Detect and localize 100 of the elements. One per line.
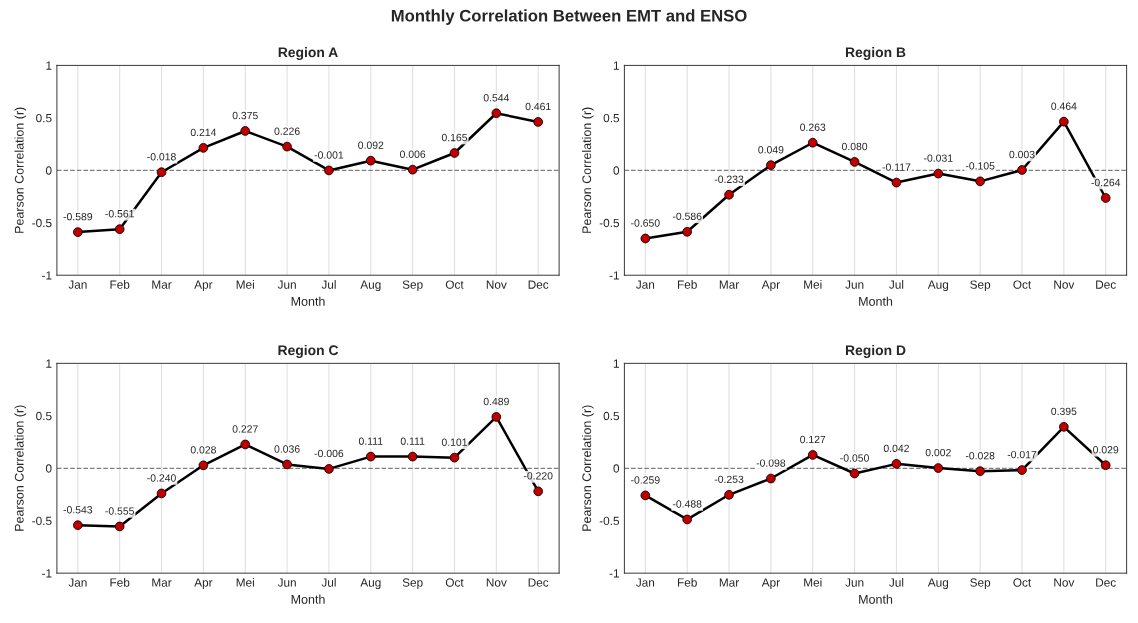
y-tick-label: -0.5 — [32, 516, 52, 526]
data-label: 0.111 — [400, 437, 425, 445]
x-tick-label: Feb — [110, 578, 130, 587]
x-tick-label: Apr — [194, 280, 213, 292]
x-tick-label: Oct — [1013, 578, 1032, 587]
data-label: -0.543 — [63, 506, 93, 514]
x-tick-label: Nov — [486, 578, 507, 587]
data-label: -0.028 — [965, 452, 995, 460]
text: Monthly Correlation Between EMT and ENSO — [391, 9, 747, 25]
x-tick-label: Mei — [804, 578, 822, 587]
y-axis-title: Pearson Correlation (r) — [14, 405, 27, 531]
data-label: 0.461 — [525, 102, 551, 111]
y-tick-label: -1 — [609, 569, 619, 578]
x-tick-label: Mar — [719, 280, 739, 289]
y-tick-label: 0.5 — [603, 411, 620, 421]
data-label: 0.226 — [274, 127, 300, 135]
x-tick-label: Nov — [1054, 578, 1075, 587]
chart-title: Region B — [845, 47, 906, 61]
x-tick-label: Oct — [445, 280, 464, 289]
data-label: 0.395 — [1051, 407, 1077, 416]
data-label: -0.050 — [840, 454, 869, 462]
x-axis-title: Month — [859, 296, 893, 306]
data-label: 0.036 — [274, 445, 300, 453]
x-tick-label: Mar — [152, 578, 172, 587]
x-tick-label: Aug — [360, 578, 381, 590]
x-tick-label: Sep — [970, 280, 991, 292]
y-tick-label: 1 — [613, 61, 619, 70]
data-label: 0.002 — [925, 448, 951, 457]
data-label: -0.264 — [1091, 178, 1121, 187]
data-label: 0.049 — [758, 146, 784, 154]
y-tick-label: 0.5 — [36, 113, 52, 123]
x-tick-label: Feb — [110, 280, 130, 289]
data-label: -0.098 — [756, 459, 786, 467]
x-tick-label: Jun — [845, 280, 864, 289]
data-label: 0.080 — [841, 142, 868, 151]
data-label: -0.488 — [672, 500, 702, 508]
data-label: -0.586 — [672, 212, 702, 221]
x-tick-label: Oct — [445, 578, 464, 587]
y-tick-label: -1 — [42, 271, 52, 280]
x-tick-label: Aug — [927, 280, 949, 292]
data-label: -0.105 — [965, 162, 995, 170]
x-tick-label: Aug — [360, 280, 381, 292]
y-tick-label: 0.5 — [603, 113, 620, 123]
data-label: 0.111 — [358, 437, 383, 445]
data-label: -0.259 — [631, 476, 660, 484]
x-tick-label: Aug — [927, 578, 949, 590]
y-tick-label: 0 — [613, 464, 620, 473]
data-label: -0.006 — [314, 449, 344, 458]
y-tick-label: 1 — [46, 359, 52, 368]
data-label: 0.006 — [400, 150, 426, 158]
x-tick-label: Jul — [321, 280, 336, 289]
x-tick-label: Jan — [636, 578, 655, 587]
x-tick-label: Jun — [845, 578, 864, 587]
data-label: -0.561 — [105, 210, 134, 218]
y-tick-label: 0.5 — [36, 411, 52, 421]
data-label: -0.220 — [523, 472, 553, 480]
x-tick-label: Jul — [321, 578, 336, 587]
x-tick-label: Sep — [402, 578, 423, 590]
x-tick-label: Dec — [528, 578, 549, 587]
y-tick-label: 0 — [45, 464, 52, 473]
x-axis-title: Month — [291, 594, 325, 604]
chart-title: Region D — [845, 344, 906, 358]
x-tick-label: Jan — [68, 280, 87, 289]
y-tick-label: 1 — [613, 359, 619, 368]
data-label: -0.018 — [147, 153, 176, 161]
data-label: -0.253 — [714, 475, 744, 484]
data-label: 0.464 — [1051, 102, 1077, 110]
data-label: -0.589 — [63, 212, 93, 221]
x-tick-label: Jun — [277, 280, 296, 289]
data-label: -0.555 — [105, 507, 135, 515]
y-tick-label: 1 — [46, 61, 52, 70]
y-axis-title: Pearson Correlation (r) — [581, 405, 594, 531]
x-tick-label: Apr — [761, 578, 780, 590]
y-tick-label: -0.5 — [32, 218, 52, 228]
x-tick-label: Jul — [889, 578, 904, 587]
x-tick-label: Dec — [528, 280, 549, 289]
data-label: 0.263 — [800, 123, 826, 131]
x-tick-label: Sep — [402, 280, 423, 292]
data-label: 0.003 — [1009, 150, 1035, 159]
data-label: 0.028 — [190, 446, 216, 454]
x-tick-label: Oct — [1013, 280, 1032, 289]
data-label: 0.227 — [232, 425, 258, 433]
x-tick-label: Apr — [194, 578, 213, 590]
x-tick-label: Dec — [1096, 578, 1116, 587]
data-label: 0.165 — [441, 133, 468, 142]
x-tick-label: Jan — [636, 280, 655, 289]
x-axis-title: Month — [291, 296, 325, 306]
data-label: 0.042 — [883, 444, 909, 453]
data-label: 0.127 — [800, 435, 826, 444]
data-label: -0.240 — [147, 474, 176, 482]
chart-title: Region A — [278, 47, 338, 61]
data-label: 0.375 — [232, 111, 258, 120]
y-tick-label: -0.5 — [599, 516, 620, 526]
data-label: -0.001 — [314, 151, 344, 159]
x-tick-label: Feb — [677, 280, 697, 289]
data-label: 0.544 — [483, 94, 510, 102]
x-tick-label: Mei — [804, 280, 822, 289]
x-tick-label: Mar — [719, 578, 739, 587]
x-tick-label: Sep — [970, 578, 991, 590]
x-tick-label: Nov — [486, 280, 507, 289]
